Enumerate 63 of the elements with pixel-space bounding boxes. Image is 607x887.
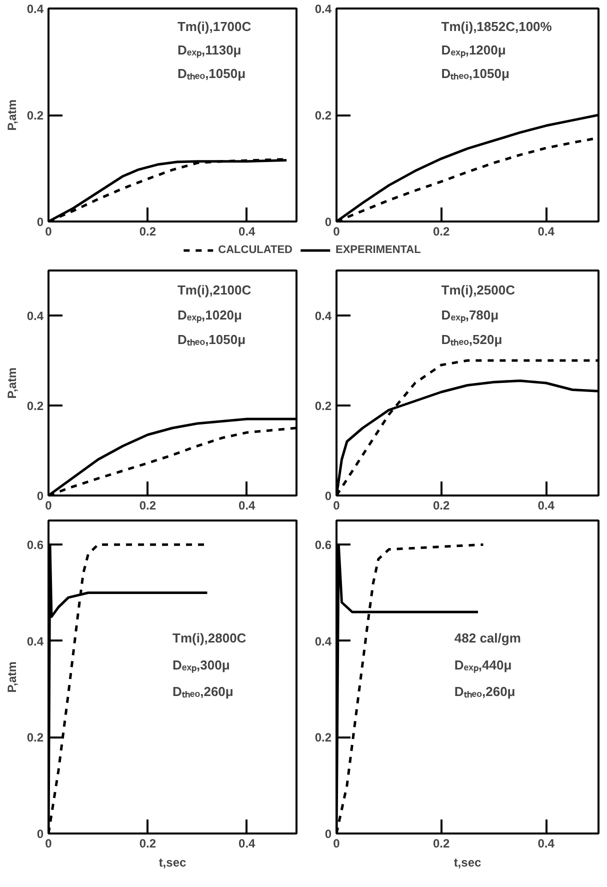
y-tick-label: 0.6 [314, 538, 332, 552]
annotation: Dₑₓₚ,1200μ [441, 42, 506, 58]
annotation: Tm(i),2100C [177, 282, 252, 298]
y-axis-title: P,atm [4, 661, 19, 693]
x-tick-label: 0.4 [538, 498, 555, 512]
annotation: Dₜₕₑₒ,1050μ [441, 66, 510, 81]
annotation: Tm(i),2800C [172, 630, 247, 646]
y-tick-label: 0.2 [314, 730, 332, 745]
annotation: Dₑₓₚ,1020μ [177, 307, 242, 324]
annotation: Dₜₕₑₒ,260μ [454, 684, 516, 699]
x-tick-label: 0 [333, 836, 340, 850]
annotation: Dₑₓₚ,300μ [172, 657, 230, 674]
x-tick-label: 0 [333, 498, 340, 512]
legend-label: CALCULATED [218, 244, 292, 256]
x-tick-label: 0.4 [538, 224, 555, 238]
y-tick-label: 0.2 [26, 399, 44, 413]
y-tick-label: 0 [324, 215, 332, 229]
x-tick-label: 0 [333, 224, 340, 238]
y-tick-label: 0.4 [26, 634, 44, 648]
x-tick-label: 0.2 [139, 498, 156, 512]
y-tick-label: 0.4 [314, 634, 332, 648]
y-tick-label: 0.2 [26, 730, 44, 745]
x-tick-label: 0.2 [432, 498, 450, 512]
y-axis-title: P,atm [4, 99, 19, 131]
annotation: Dₑₓₚ,780μ [441, 307, 499, 324]
annotation: Dₜₕₑₒ,260μ [172, 684, 234, 699]
x-tick-label: 0.2 [432, 836, 450, 850]
x-tick-label: 0.4 [238, 498, 256, 512]
y-tick-label: 0 [36, 489, 44, 503]
annotation: Dₜₕₑₒ,520μ [441, 332, 502, 347]
y-tick-label: 0.4 [26, 2, 44, 16]
y-tick-label: 0.4 [314, 309, 332, 323]
annotation: Dₜₕₑₒ,1050μ [177, 66, 246, 81]
y-tick-label: 0.4 [26, 309, 44, 323]
y-tick-label: 0.2 [314, 108, 332, 122]
x-tick-label: 0 [45, 498, 52, 512]
x-tick-label: 0.2 [139, 224, 156, 238]
annotation: Tm(i),1852C,100% [441, 19, 552, 34]
annotation: Tm(i),2500C [441, 282, 516, 298]
x-axis-title: t,sec [158, 856, 186, 870]
x-tick-label: 0.2 [432, 224, 450, 238]
annotation: 482 cal/gm [454, 630, 521, 646]
x-tick-label: 0.4 [238, 836, 256, 850]
y-tick-label: 0.2 [26, 108, 44, 122]
annotation: Dₜₕₑₒ,1050μ [177, 332, 246, 347]
x-tick-label: 0.4 [538, 836, 555, 850]
y-tick-label: 0.4 [314, 2, 332, 16]
x-axis-title: t,sec [454, 856, 482, 870]
x-tick-label: 0 [45, 836, 52, 850]
annotation: Dₑₓₚ,1130μ [177, 42, 242, 58]
y-tick-label: 0 [324, 827, 332, 841]
y-tick-label: 0 [324, 489, 332, 503]
annotation: Dₑₓₚ,440μ [454, 657, 512, 674]
y-tick-label: 0 [36, 827, 44, 841]
x-tick-label: 0 [45, 224, 52, 238]
annotation: Tm(i),1700C [177, 19, 252, 34]
y-tick-label: 0.2 [314, 399, 332, 413]
x-tick-label: 0.4 [238, 224, 256, 238]
x-tick-label: 0.2 [139, 836, 156, 850]
y-axis-title: P,atm [4, 367, 19, 399]
legend-label: EXPERIMENTAL [335, 244, 421, 256]
y-tick-label: 0.6 [26, 538, 44, 552]
y-tick-label: 0 [36, 215, 44, 229]
